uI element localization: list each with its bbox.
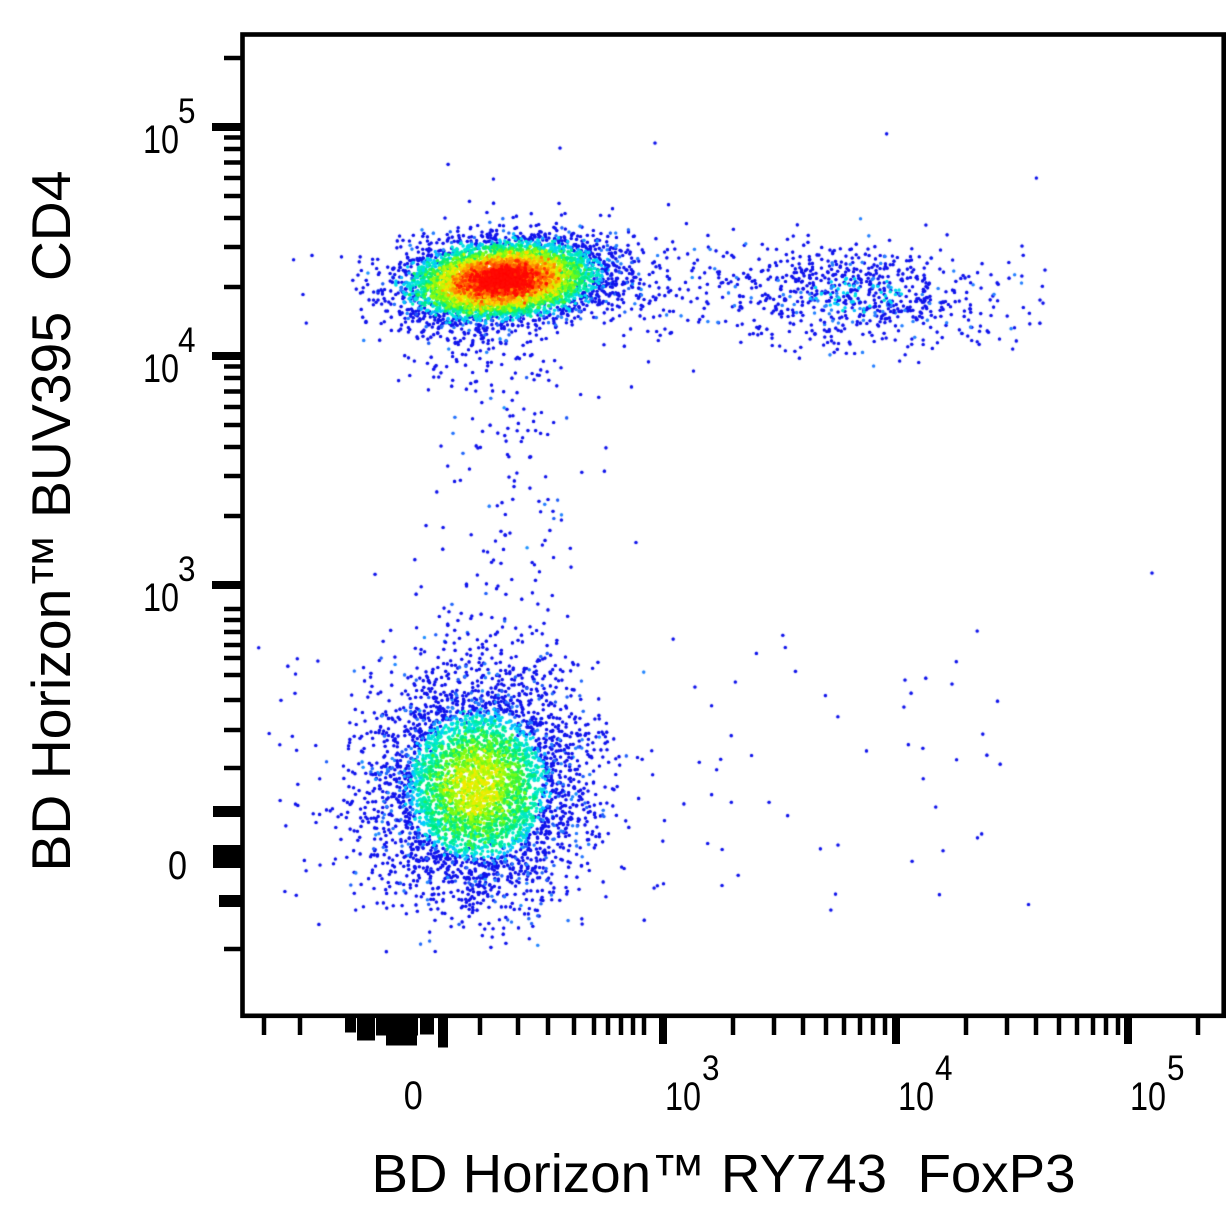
svg-text:10: 10 [143, 347, 179, 391]
svg-text:10: 10 [143, 576, 179, 620]
svg-text:0: 0 [404, 1074, 423, 1118]
svg-text:4: 4 [178, 321, 196, 360]
svg-text:BD Horizon™ RY743 FoxP3: BD Horizon™ RY743 FoxP3 [372, 1144, 1076, 1204]
svg-text:10: 10 [898, 1075, 934, 1119]
svg-text:3: 3 [702, 1049, 720, 1088]
svg-text:10: 10 [665, 1075, 701, 1119]
svg-text:10: 10 [143, 118, 179, 162]
svg-text:3: 3 [178, 550, 196, 589]
svg-text:5: 5 [1167, 1049, 1185, 1088]
svg-text:4: 4 [935, 1049, 953, 1088]
svg-text:0: 0 [168, 844, 187, 888]
svg-text:10: 10 [1130, 1075, 1166, 1119]
svg-text:BD Horizon™ BUV395 CD4: BD Horizon™ BUV395 CD4 [20, 171, 82, 872]
svg-text:5: 5 [178, 92, 196, 131]
